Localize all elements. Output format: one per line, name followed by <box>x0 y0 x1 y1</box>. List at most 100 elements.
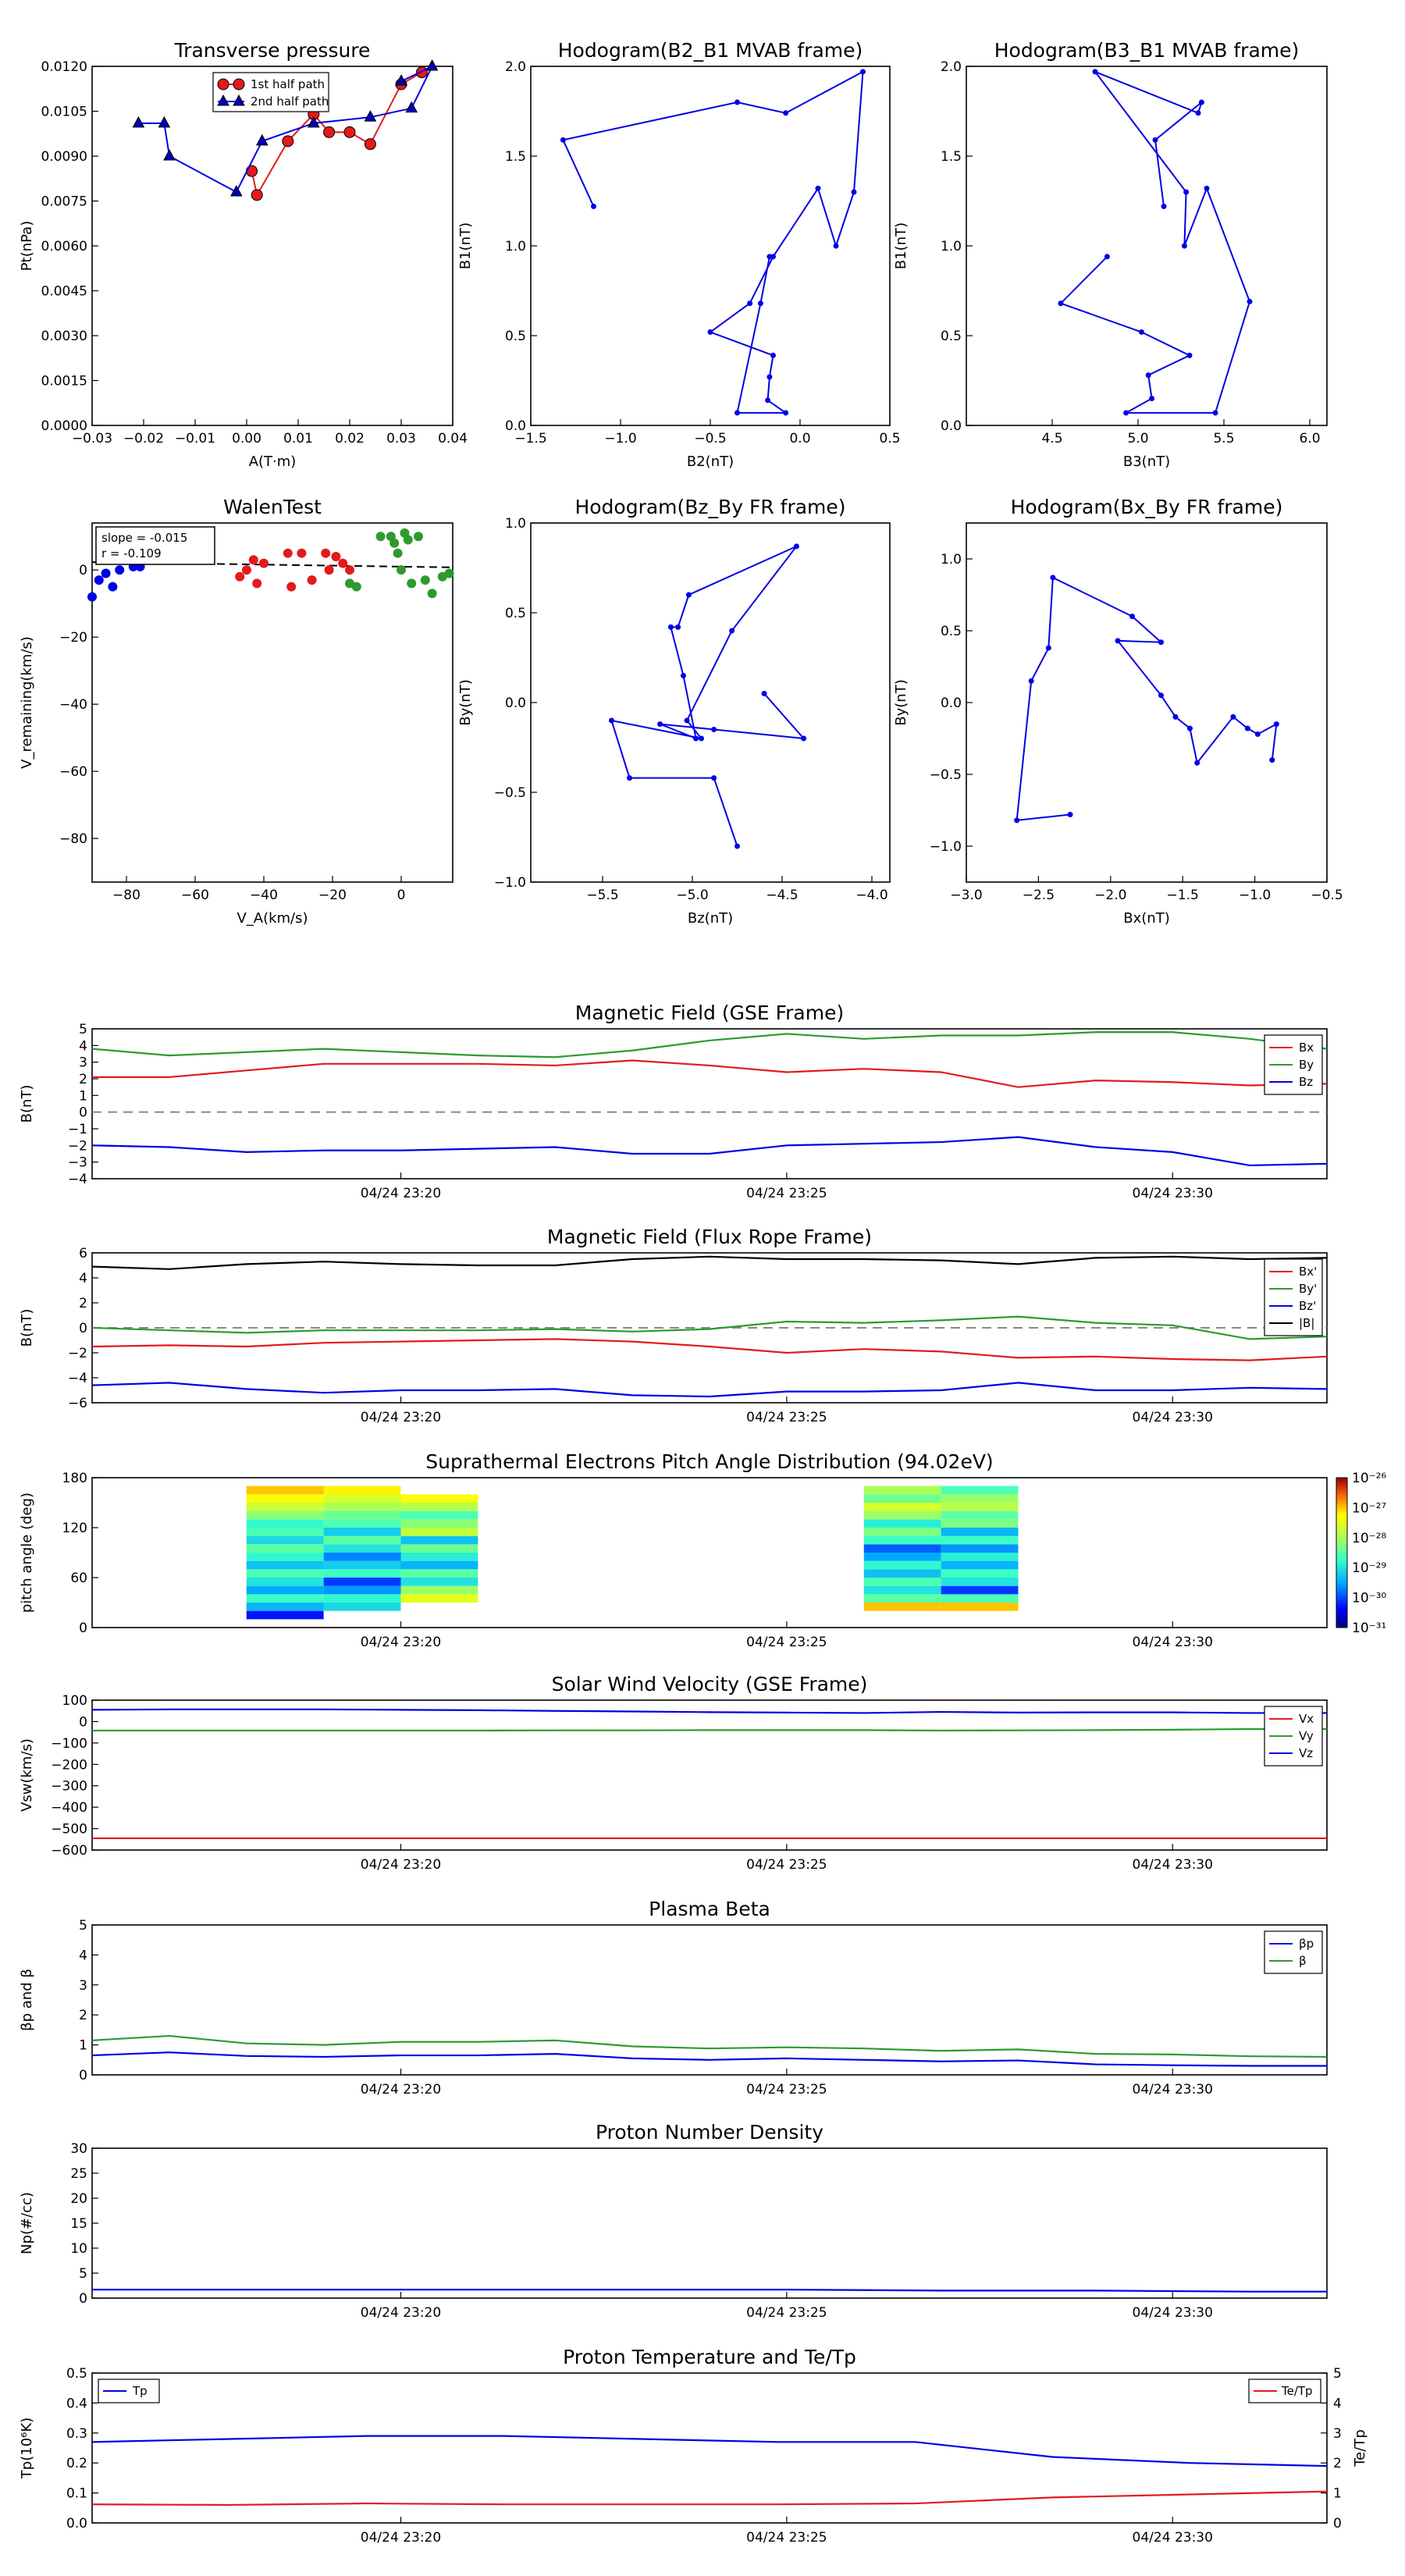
y-tick-label: −0.5 <box>930 767 962 783</box>
y-tick-label: 4 <box>79 1271 87 1286</box>
data-point <box>323 126 336 138</box>
y-tick-label: 6 <box>79 1246 87 1261</box>
heatmap-cell <box>863 1553 941 1561</box>
y-tick-label: −60 <box>59 764 87 780</box>
y-tick-label: 0 <box>79 2291 87 2307</box>
panel-mag-gse: Magnetic Field (GSE Frame) B(nT) 04/24 23:… <box>19 1002 1328 1201</box>
heatmap-cell <box>246 1510 324 1520</box>
x-tick-label: 0.03 <box>386 431 416 447</box>
heatmap-cell <box>400 1535 478 1545</box>
y-tick-label: −200 <box>51 1757 87 1773</box>
data-point <box>321 548 331 558</box>
heatmap-cell <box>246 1560 324 1570</box>
data-point <box>699 735 704 742</box>
data-point <box>1067 812 1073 818</box>
colorbar-label: 10⁻²⁹ <box>1352 1560 1386 1576</box>
chart-title: Magnetic Field (Flux Rope Frame) <box>547 1226 872 1248</box>
y-tick-label: 1.0 <box>505 516 526 532</box>
y-tick-label: 1.5 <box>941 149 962 165</box>
x-axis-label: B3(nT) <box>1123 454 1170 470</box>
y-tick-label: 0.0045 <box>41 284 87 300</box>
heatmap-cell <box>941 1494 1019 1503</box>
y-tick-label: 0.3 <box>66 2426 87 2442</box>
data-point <box>1244 725 1250 731</box>
y-tick-label: −40 <box>59 697 87 713</box>
data-point <box>1181 243 1187 249</box>
heatmap-cell <box>941 1535 1019 1545</box>
y-tick-label: 30 <box>70 2141 87 2157</box>
time-tick-label: 04/24 23:30 <box>1133 1186 1213 1201</box>
data-point <box>1269 757 1275 763</box>
data-point <box>101 568 111 578</box>
data-point <box>233 94 245 106</box>
x-tick-label: 5.0 <box>1127 431 1148 447</box>
y-tick-label: 2.0 <box>941 59 962 75</box>
data-point <box>246 165 258 177</box>
y-axis-label: B1(nT) <box>893 222 909 269</box>
y-tick-label: 0 <box>79 1105 87 1121</box>
data-point <box>860 69 866 75</box>
chart-title: Solar Wind Velocity (GSE Frame) <box>552 1673 868 1695</box>
time-tick-label: 04/24 23:20 <box>361 2530 441 2546</box>
y-tick-label: −2 <box>68 1346 87 1361</box>
heatmap-cell <box>400 1544 478 1553</box>
heatmap-cell <box>246 1503 324 1511</box>
y-tick-label: −4 <box>68 1172 87 1187</box>
series-line <box>91 1338 1328 1361</box>
y-tick-label: −4 <box>68 1371 87 1386</box>
data-point <box>1145 372 1151 379</box>
heatmap-cell <box>400 1553 478 1561</box>
y-tick-label: 0.5 <box>505 329 526 344</box>
x-tick-label: −4.5 <box>766 888 798 903</box>
heatmap-cell <box>941 1585 1019 1595</box>
plot-frame <box>91 1477 1328 1628</box>
panel-hodogram-bz-by: Hodogram(Bz_By FR frame) Bz(nT) By(nT) −5.5… <box>457 496 891 927</box>
data-point <box>283 548 293 558</box>
time-tick-label: 04/24 23:25 <box>746 2305 827 2321</box>
chart-title: Magnetic Field (GSE Frame) <box>575 1002 844 1024</box>
legend-label: Vz <box>1299 1746 1313 1760</box>
heatmap-cell <box>246 1519 324 1528</box>
data-point <box>375 532 386 542</box>
x-tick-label: −0.03 <box>72 431 112 447</box>
plot-frame <box>91 1924 1328 2076</box>
data-point <box>815 185 821 191</box>
data-point <box>331 551 341 561</box>
panel-transverse-pressure: Transverse pressure A(T·m) Pt(nPa) −0.03 −0.… <box>19 39 468 470</box>
x-tick-label: −60 <box>181 888 209 903</box>
plot-frame <box>91 2147 1328 2299</box>
x-tick-label: −2.5 <box>1023 888 1055 903</box>
time-tick-label: 04/24 23:25 <box>746 1635 827 1650</box>
series-line <box>91 2435 1328 2467</box>
x-tick-label: −1.0 <box>604 431 636 447</box>
y-axis-label: B(nT) <box>19 1309 35 1347</box>
data-point <box>395 74 407 86</box>
data-point <box>793 543 799 550</box>
data-point <box>425 59 439 71</box>
y-tick-label: 5 <box>79 1022 87 1037</box>
panel-hodogram-b2-b1: Hodogram(B2_B1 MVAB frame) B2(nT) B1(nT) −1… <box>457 39 901 470</box>
heatmap-cell <box>323 1544 401 1553</box>
data-point <box>427 589 437 599</box>
data-point <box>1161 203 1167 209</box>
heatmap-cell <box>941 1503 1019 1511</box>
y-tick-label: 0.0075 <box>41 194 87 210</box>
x-axis-label: Bz(nT) <box>688 910 733 927</box>
data-point <box>389 538 400 548</box>
x-tick-label: −3.0 <box>950 888 982 903</box>
time-tick-label: 04/24 23:30 <box>1133 1635 1213 1650</box>
data-point <box>163 148 176 161</box>
heatmap-cell <box>400 1585 478 1595</box>
y-tick-label: 4 <box>79 1038 87 1054</box>
y-tick-label: 1.0 <box>941 552 962 568</box>
chart-title: WalenTest <box>223 496 322 518</box>
y-axis-label: B1(nT) <box>457 222 474 269</box>
data-point <box>1014 817 1020 824</box>
data-point <box>251 189 263 201</box>
data-point <box>94 575 104 585</box>
heatmap-cell <box>246 1610 324 1620</box>
colorbar-label: 10⁻²⁶ <box>1352 1471 1386 1486</box>
data-point <box>681 673 686 678</box>
heatmap-cell <box>323 1535 401 1545</box>
